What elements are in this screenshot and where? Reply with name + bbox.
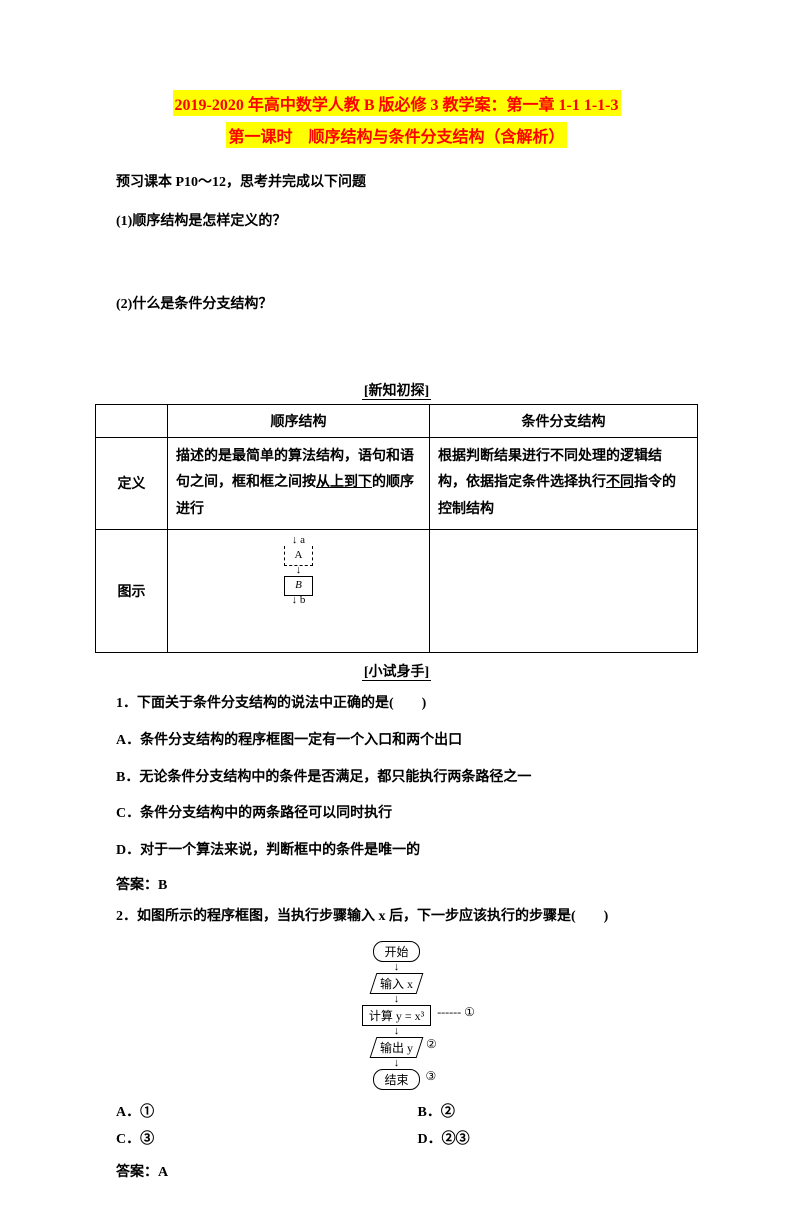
section-new-knowledge: [新知初探] bbox=[95, 380, 698, 400]
flowchart-diagram: 开始 ↓ 输入 x ↓ 计算 y = x³------ ① ↓ 输出 y② ↓ … bbox=[95, 941, 698, 1090]
diagram-cond-cell bbox=[430, 530, 698, 653]
q2-stem: 2．如图所示的程序框图，当执行步骤输入 x 后，下一步应该执行的步骤是( ) bbox=[95, 904, 698, 931]
q1-opt-d: D．对于一个算法来说，判断框中的条件是唯一的 bbox=[95, 838, 698, 865]
q2-opt-a: A．① bbox=[95, 1100, 397, 1127]
preview-q2: (2)什么是条件分支结构？ bbox=[95, 292, 698, 317]
table-header-cond: 条件分支结构 bbox=[430, 404, 698, 437]
row-label-def: 定义 bbox=[96, 437, 168, 530]
fc-num3: ③ bbox=[426, 1069, 437, 1084]
fc-compute: 计算 y = x³ bbox=[362, 1005, 431, 1026]
q2-answer: 答案：A bbox=[95, 1161, 698, 1181]
q2-opt-c: C．③ bbox=[95, 1127, 397, 1154]
section-try-it: [小试身手] bbox=[95, 661, 698, 681]
doc-title-line1: 2019-2020 年高中数学人教 B 版必修 3 教学案：第一章 1-1 1-… bbox=[173, 90, 621, 116]
table-header-seq: 顺序结构 bbox=[168, 404, 430, 437]
fc-output: 输出 y bbox=[370, 1037, 424, 1058]
doc-title-line2: 第一课时 顺序结构与条件分支结构（含解析） bbox=[226, 122, 566, 148]
q1-answer: 答案：B bbox=[95, 874, 698, 894]
preview-intro: 预习课本 P10～12，思考并完成以下问题 bbox=[95, 170, 698, 195]
q1-stem: 1．下面关于条件分支结构的说法中正确的是( ) bbox=[95, 691, 698, 718]
q1-opt-b: B．无论条件分支结构中的条件是否满足，都只能执行两条路径之一 bbox=[95, 765, 698, 792]
fc-start: 开始 bbox=[373, 941, 419, 962]
fc-input: 输入 x bbox=[370, 973, 424, 994]
fc-end: 结束 bbox=[373, 1069, 419, 1090]
table-corner bbox=[96, 404, 168, 437]
def-cond: 根据判断结果进行不同处理的逻辑结构，依据指定条件选择执行不同指令的控制结构 bbox=[430, 437, 698, 530]
q1-opt-a: A．条件分支结构的程序框图一定有一个入口和两个出口 bbox=[95, 728, 698, 755]
q1-opt-c: C．条件分支结构中的两条路径可以同时执行 bbox=[95, 801, 698, 828]
fc-num1: ------ ① bbox=[437, 1005, 475, 1020]
structure-table: 顺序结构 条件分支结构 定义 描述的是最简单的算法结构，语句和语句之间，框和框之… bbox=[95, 404, 698, 654]
def-seq: 描述的是最简单的算法结构，语句和语句之间，框和框之间按从上到下的顺序进行 bbox=[168, 437, 430, 530]
diagram-seq-cell: ↓ a A ↓ B ↓ b bbox=[168, 530, 430, 653]
fc-num2: ② bbox=[426, 1037, 437, 1052]
q2-opt-b: B．② bbox=[397, 1100, 699, 1127]
q2-opt-d: D．②③ bbox=[397, 1127, 699, 1154]
preview-q1: (1)顺序结构是怎样定义的？ bbox=[95, 209, 698, 234]
row-label-diagram: 图示 bbox=[96, 530, 168, 653]
